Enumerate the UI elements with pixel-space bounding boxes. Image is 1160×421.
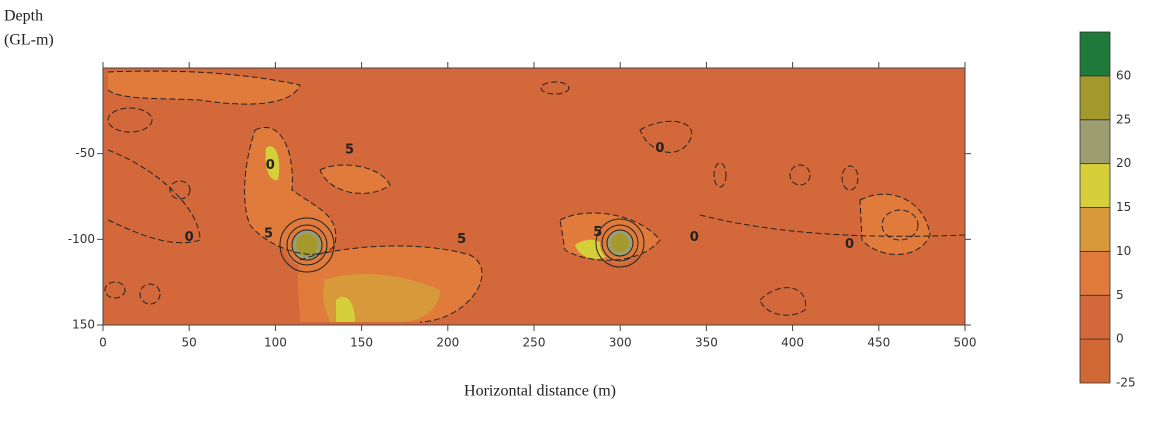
contour-label: 0: [266, 158, 275, 173]
y-tick-label: -100: [68, 232, 95, 246]
contour-label: 0: [845, 237, 854, 252]
colorbar-band: [1079, 250, 1111, 296]
y-axis-label: Depth: [4, 8, 43, 25]
colorbar-band: [1079, 75, 1111, 121]
contour-fields: [108, 71, 930, 322]
colorbar-label: 10: [1116, 244, 1131, 258]
colorbar-band: [1079, 338, 1111, 384]
x-tick-label: 150: [350, 336, 373, 350]
contour-label: 0: [690, 230, 699, 245]
x-tick-label: 400: [781, 336, 804, 350]
plot-area: [103, 68, 965, 325]
colorbar-band: [1079, 31, 1111, 77]
colorbar-label: 25: [1116, 112, 1131, 126]
colorbar-label: 0: [1116, 332, 1124, 346]
x-tick-label: 450: [867, 336, 890, 350]
contour-lines: [104, 70, 966, 323]
colorbar-label: -25: [1116, 376, 1136, 390]
x-tick-label: 0: [99, 336, 107, 350]
x-tick-label: 500: [954, 336, 977, 350]
y-tick-label: -50: [75, 146, 95, 160]
x-axis-label: Horizontal distance (m): [464, 383, 616, 400]
contour-label: 5: [345, 143, 354, 158]
contour-label: 0: [185, 230, 194, 245]
x-tick-label: 200: [436, 336, 459, 350]
colorbar-label: 60: [1116, 68, 1131, 82]
x-tick-label: 250: [523, 336, 546, 350]
colorbar-label: 5: [1116, 288, 1124, 302]
colorbar-band: [1079, 207, 1111, 252]
x-tick-label: 50: [182, 336, 197, 350]
colorbar-band: [1079, 163, 1111, 208]
y-tick-label: 150: [72, 318, 95, 332]
colorbar-label: 20: [1116, 156, 1131, 170]
x-tick-label: 100: [264, 336, 287, 350]
contour-label: 5: [593, 225, 602, 240]
colorbar-label: 15: [1116, 200, 1131, 214]
x-tick-label: 300: [609, 336, 632, 350]
contour-label: 0: [655, 141, 664, 156]
contour-label: 5: [264, 227, 273, 242]
contour-label: 5: [457, 232, 466, 247]
colorbar-band: [1079, 294, 1111, 340]
y-axis-label: (GL-m): [4, 32, 54, 49]
colorbar-band: [1079, 119, 1111, 165]
x-tick-label: 350: [695, 336, 718, 350]
